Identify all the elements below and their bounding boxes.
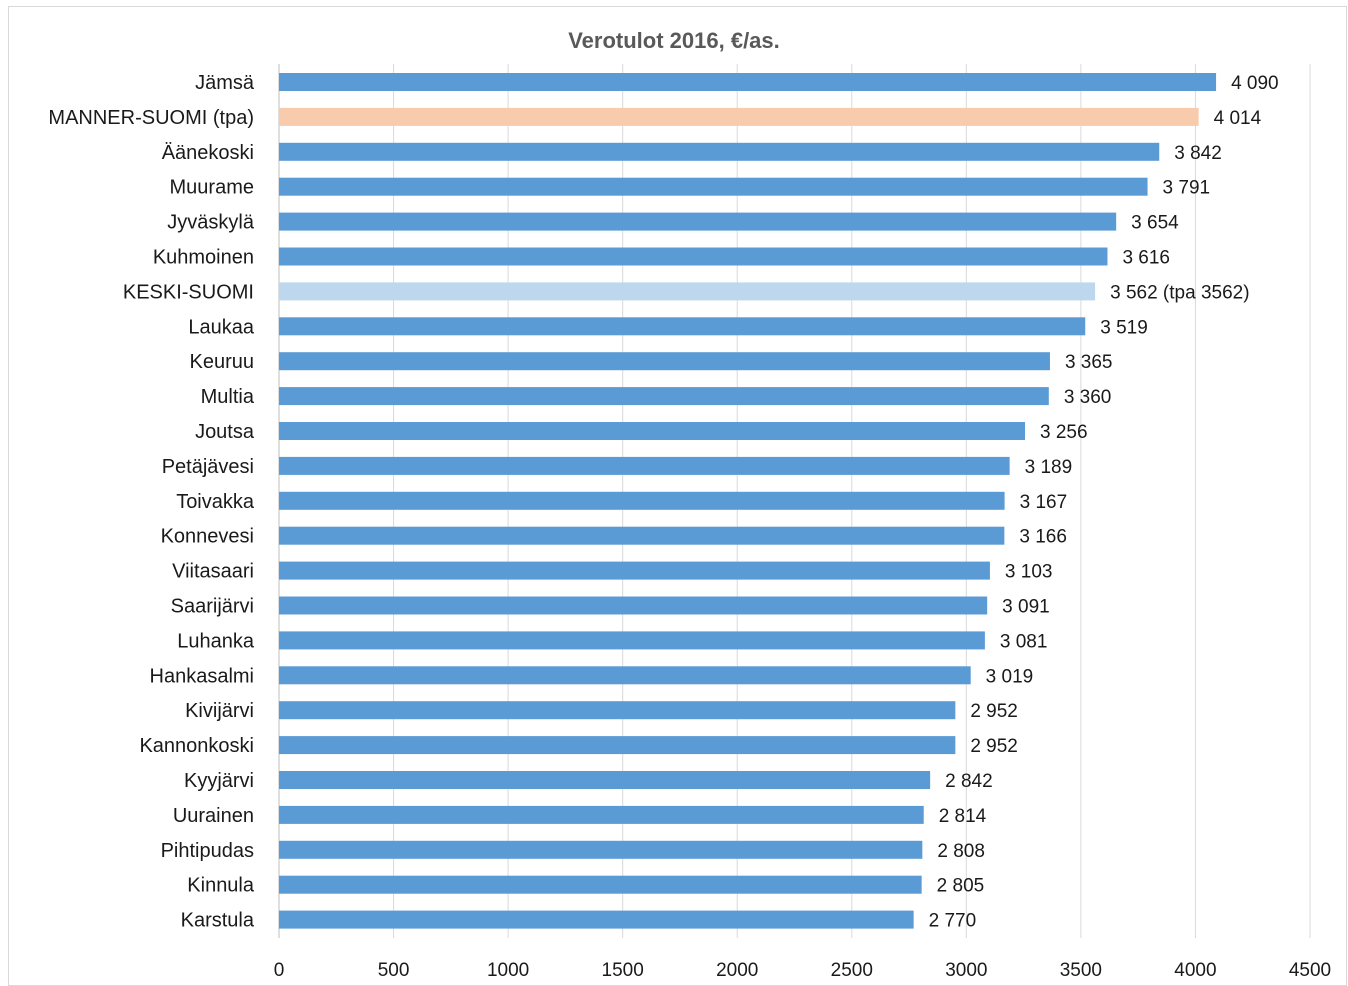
category-label: Kivijärvi <box>185 700 254 722</box>
data-label: 2 805 <box>937 876 985 897</box>
bar <box>279 107 1199 126</box>
category-label: Uurainen <box>173 805 254 827</box>
data-label: 3 616 <box>1122 248 1170 269</box>
category-label: Kyyjärvi <box>184 770 254 792</box>
chart-title: Verotulot 2016, €/as. <box>568 28 780 53</box>
data-label: 4 090 <box>1231 73 1279 94</box>
bar <box>279 666 971 685</box>
bar <box>279 317 1086 336</box>
category-label: KESKI-SUOMI <box>123 281 254 303</box>
data-label: 3 091 <box>1002 597 1050 618</box>
data-label: 2 952 <box>970 701 1018 722</box>
bars <box>279 73 1217 929</box>
data-label: 3 562 (tpa 3562) <box>1110 282 1249 303</box>
category-label: Kuhmoinen <box>153 247 254 269</box>
bar <box>279 352 1050 371</box>
category-label: Joutsa <box>195 421 255 443</box>
data-label: 3 842 <box>1174 143 1222 164</box>
category-label: Äänekoski <box>162 142 254 164</box>
data-label: 3 360 <box>1064 387 1112 408</box>
data-label: 3 081 <box>1000 631 1048 652</box>
data-label: 3 103 <box>1005 562 1053 583</box>
category-label: MANNER-SUOMI (tpa) <box>48 107 254 129</box>
data-label: 3 519 <box>1100 317 1148 338</box>
x-tick-label: 3000 <box>945 960 987 981</box>
category-label: Saarijärvi <box>171 596 254 618</box>
category-label: Keuruu <box>190 351 255 373</box>
category-label: Toivakka <box>176 491 255 513</box>
x-tick-label: 4500 <box>1289 960 1331 981</box>
data-label: 2 808 <box>937 841 985 862</box>
data-label: 3 189 <box>1025 457 1073 478</box>
x-tick-label: 1500 <box>602 960 644 981</box>
bar <box>279 212 1117 231</box>
data-label: 2 814 <box>939 806 987 827</box>
bar <box>279 387 1049 406</box>
bar <box>279 840 923 859</box>
data-label: 2 842 <box>945 771 993 792</box>
bar <box>279 910 914 929</box>
bar <box>279 875 922 894</box>
x-tick-label: 1000 <box>487 960 529 981</box>
data-label: 3 166 <box>1019 527 1067 548</box>
category-label: Pihtipudas <box>161 840 254 862</box>
data-label: 3 654 <box>1131 213 1179 234</box>
category-label: Muurame <box>170 177 254 199</box>
category-label: Kannonkoski <box>139 735 254 757</box>
category-label: Kinnula <box>187 875 255 897</box>
bar <box>279 771 931 789</box>
data-label: 3 019 <box>986 666 1034 687</box>
data-label: 2 770 <box>929 911 977 932</box>
category-labels: Jämsä MANNER-SUOMI (tpa) Äänekoski Muurame J… <box>48 72 254 932</box>
bar <box>279 701 956 720</box>
category-label: Multia <box>201 386 255 408</box>
category-label: Jyväskylä <box>167 212 255 234</box>
x-tick-label: 2000 <box>716 960 758 981</box>
category-label: Hankasalmi <box>150 665 254 687</box>
bar <box>279 631 985 650</box>
x-tick-label: 500 <box>378 960 410 981</box>
bar <box>279 142 1160 161</box>
bar <box>279 456 1010 475</box>
category-label: Laukaa <box>188 316 254 338</box>
bar <box>279 805 924 824</box>
category-label: Petäjävesi <box>162 456 254 478</box>
data-label: 3 167 <box>1020 492 1068 513</box>
bar <box>279 561 990 580</box>
data-label: 3 256 <box>1040 422 1088 443</box>
bar <box>279 526 1005 545</box>
data-label: 3 791 <box>1163 178 1211 199</box>
category-label: Luhanka <box>177 630 255 652</box>
bar <box>279 282 1096 301</box>
x-tick-label: 2500 <box>831 960 873 981</box>
category-label: Jämsä <box>195 72 255 94</box>
value-labels: 4 090 4 014 3 842 3 791 3 654 3 616 3 562 (tpa… <box>929 73 1279 932</box>
data-label: 4 014 <box>1214 108 1262 129</box>
bar <box>279 491 1005 510</box>
bar <box>279 247 1108 266</box>
bar <box>279 736 956 755</box>
x-tick-label: 4000 <box>1174 960 1216 981</box>
x-tick-label: 0 <box>274 960 285 981</box>
data-label: 3 365 <box>1065 352 1113 373</box>
x-tick-labels: 0 500 1000 1500 2000 2500 3000 3500 4000 4500 <box>274 960 1331 981</box>
bar <box>279 596 988 615</box>
data-label: 2 952 <box>970 736 1018 757</box>
bar <box>279 73 1217 91</box>
category-label: Karstula <box>181 910 255 932</box>
x-tick-label: 3500 <box>1060 960 1102 981</box>
bar <box>279 422 1025 440</box>
category-label: Viitasaari <box>172 561 254 583</box>
bar <box>279 177 1148 196</box>
category-label: Konnevesi <box>161 526 254 548</box>
